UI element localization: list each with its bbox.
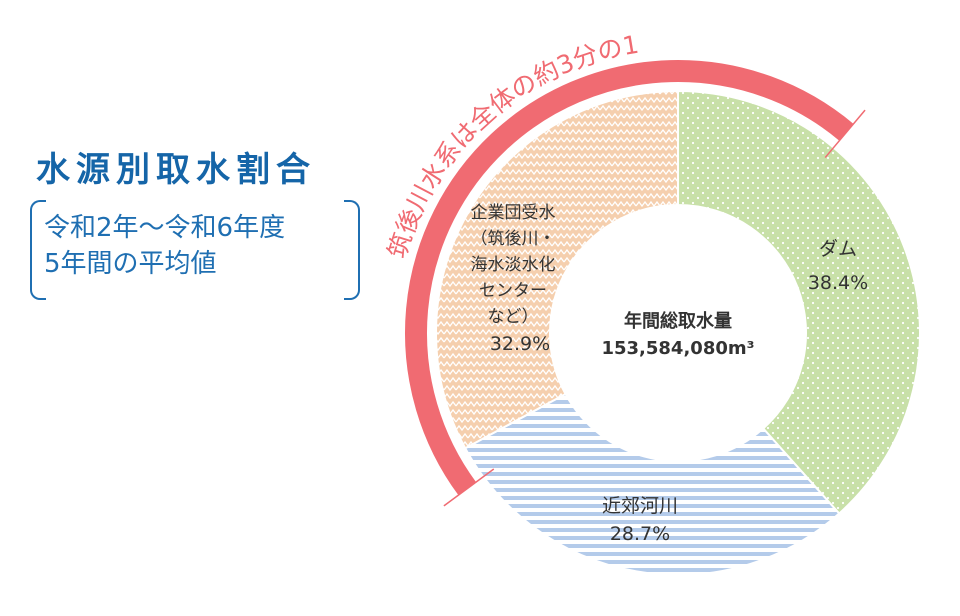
period-line-1: 令和2年～令和6年度 xyxy=(44,213,286,243)
center-value: 153,584,080m³ xyxy=(601,338,754,359)
slice-0 xyxy=(677,89,921,515)
slice-1 xyxy=(463,392,841,576)
slice-0-value: 38.4% xyxy=(808,272,868,294)
annotation-tick-left xyxy=(443,468,495,507)
slice-2-name-line-3: センター xyxy=(479,281,547,301)
period-line-2: 5年間の平均値 xyxy=(44,249,217,279)
slice-1-name: 近郊河川 xyxy=(602,495,678,517)
left-bracket xyxy=(30,200,46,300)
slice-1-value: 28.7% xyxy=(610,523,670,545)
slice-2 xyxy=(435,89,679,450)
slice-2-value: 32.9% xyxy=(490,333,550,355)
annotation-tick-right xyxy=(824,109,866,159)
period-box: 令和2年～令和6年度 5年間の平均値 xyxy=(30,200,360,300)
slice-2-name-line-1: （筑後川・ xyxy=(471,229,556,249)
right-bracket xyxy=(344,200,360,300)
annotation-arc xyxy=(405,60,854,496)
period-text: 令和2年～令和6年度 5年間の平均値 xyxy=(44,210,285,282)
chart-title: 水源別取水割合 xyxy=(36,150,316,190)
slice-2-name-line-0: 企業団受水 xyxy=(471,203,556,223)
slice-2-name-line-2: 海水淡水化 xyxy=(471,255,556,275)
slice-0-name: ダム xyxy=(819,238,857,260)
center-label: 年間総取水量 xyxy=(624,310,732,332)
slice-2-name-line-4: など） xyxy=(488,307,539,327)
